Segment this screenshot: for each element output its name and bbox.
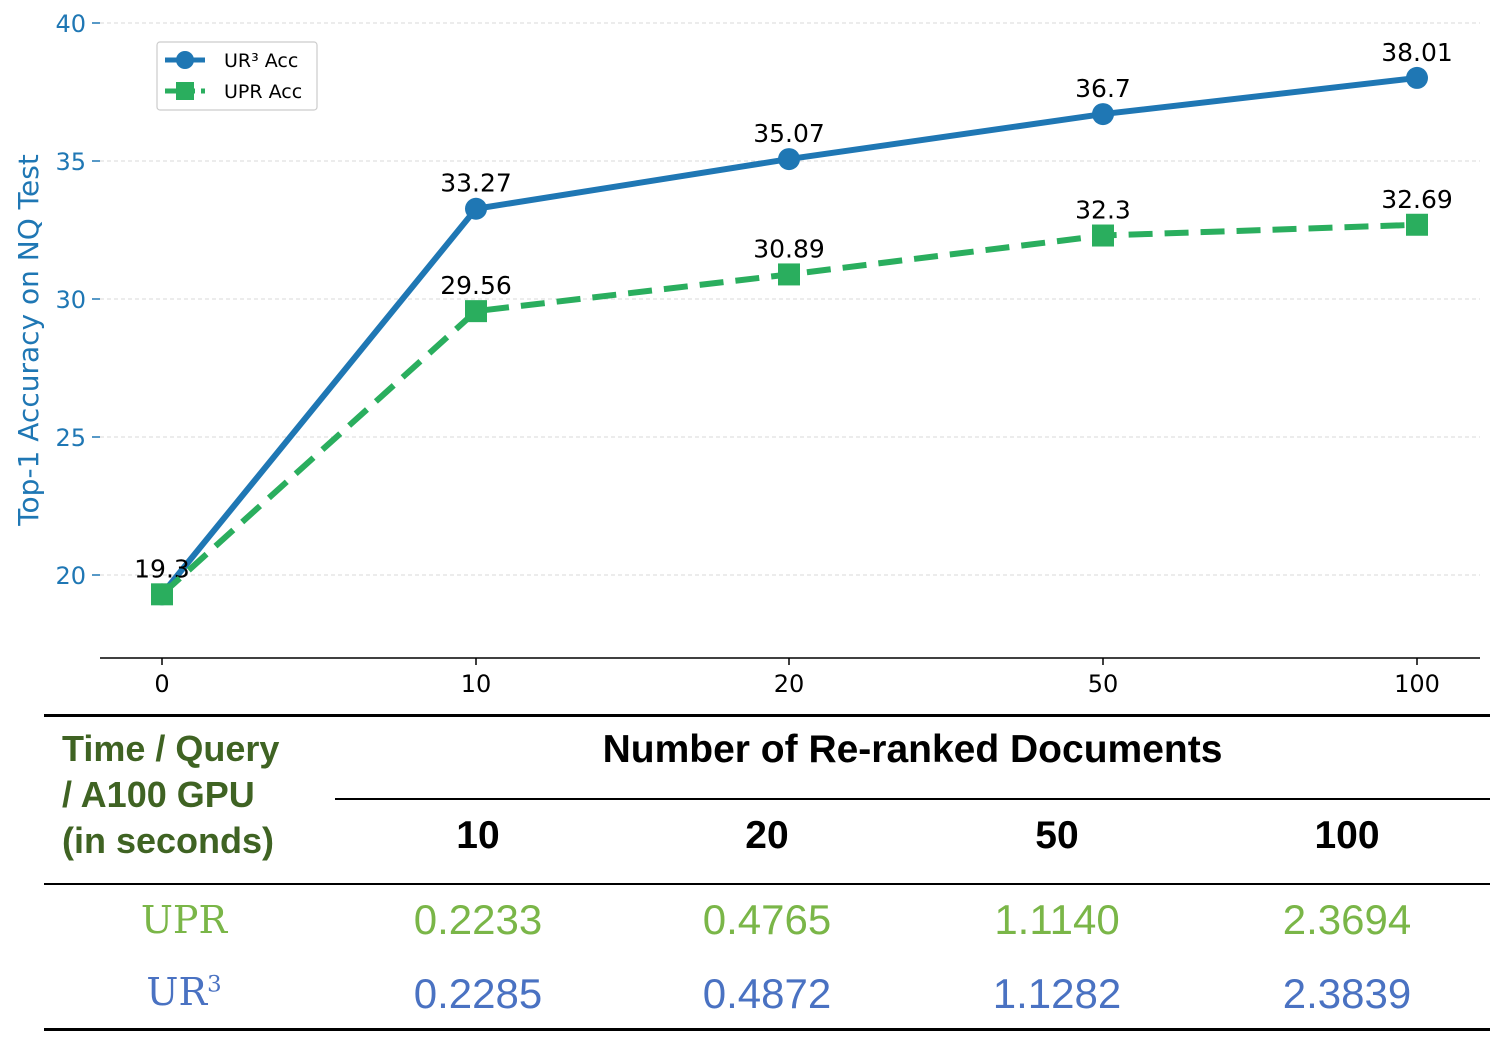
table-corner-label: Time / Query / A100 GPU (in seconds) [62,726,342,864]
legend: UR³ Acc UPR Acc [156,41,318,111]
column-header-20: 20 [745,814,789,857]
row-label-ur3-text: UR [146,970,208,1014]
y-tick-label-40: 40 [55,10,86,38]
row-label-upr-text: UPR [140,898,228,942]
y-tick-label-30: 30 [55,286,86,314]
y-tick-label-35: 35 [55,148,86,176]
data-label-ur3-10: 33.27 [440,169,512,198]
x-tick-label-0: 0 [154,670,169,698]
table-header-rule [44,883,1490,885]
x-axis: 0 10 20 50 100 [154,658,1440,698]
y-tick-label-25: 25 [55,424,86,452]
point-ur3-10 [465,197,487,220]
cell-ur3-10: 0.2285 [413,970,543,1017]
legend-marker-ur3 [176,51,194,69]
timing-table: Time / Query / A100 GPU (in seconds) Num… [0,700,1495,1047]
cell-upr-100: 2.3694 [1282,896,1412,943]
x-tick-label-100: 100 [1394,670,1440,698]
point-upr-0 [151,583,173,606]
cell-upr-50: 1.1140 [994,896,1120,943]
table-header-title: Number of Re-ranked Documents [602,728,1223,771]
row-label-ur3-sup: 3 [207,971,222,998]
table-bottom-rule [44,1028,1490,1031]
point-ur3-100 [1406,66,1428,89]
corner-line-2: / A100 GPU [62,774,255,815]
cell-ur3-50: 1.1282 [992,970,1122,1017]
series-layer: 19.3 33.27 35.07 36.7 38.01 29.56 30.89 32.3 32.… [134,38,1453,606]
corner-line-1: Time / Query [62,728,280,769]
row-label-ur3: UR3 [74,970,294,1014]
cell-ur3-100: 2.3839 [1282,970,1412,1017]
point-upr-20 [778,263,800,286]
point-upr-50 [1092,224,1114,247]
legend-label-upr: UPR Acc [224,81,302,103]
y-axis-label: Top-1 Accuracy on NQ Test [12,154,45,527]
data-label-upr-10: 29.56 [440,271,512,300]
data-label-ur3-50: 36.7 [1075,74,1131,103]
cell-upr-20: 0.4765 [702,896,832,943]
column-header-10: 10 [456,814,500,857]
data-label-upr-100: 32.69 [1381,185,1453,214]
column-header-50: 50 [1035,814,1079,857]
column-header-100: 100 [1314,814,1380,857]
legend-label-ur3: UR³ Acc [224,50,298,72]
table-mid-rule [335,798,1490,800]
legend-marker-upr [176,82,194,100]
data-label-upr-50: 32.3 [1075,196,1131,225]
data-label-ur3-0: 19.3 [134,554,190,583]
data-label-ur3-100: 38.01 [1381,38,1453,67]
point-upr-10 [465,300,487,323]
point-ur3-20 [778,148,800,171]
data-label-ur3-20: 35.07 [753,119,825,148]
corner-line-3: (in seconds) [62,820,275,861]
x-tick-label-10: 10 [461,670,492,698]
table-top-rule [44,714,1490,717]
cell-upr-10: 0.2233 [413,896,543,943]
x-tick-label-50: 50 [1088,670,1119,698]
point-upr-100 [1406,213,1428,236]
cell-ur3-20: 0.4872 [702,970,832,1017]
data-label-upr-20: 30.89 [753,234,825,263]
point-ur3-50 [1092,103,1114,126]
accuracy-line-chart: 20 25 30 35 40 0 10 20 50 100 Top-1 Accuracy on … [12,10,1480,698]
row-label-upr: UPR [74,898,294,942]
y-tick-label-20: 20 [55,562,86,590]
x-tick-label-20: 20 [774,670,805,698]
y-axis: 20 25 30 35 40 [55,10,100,590]
